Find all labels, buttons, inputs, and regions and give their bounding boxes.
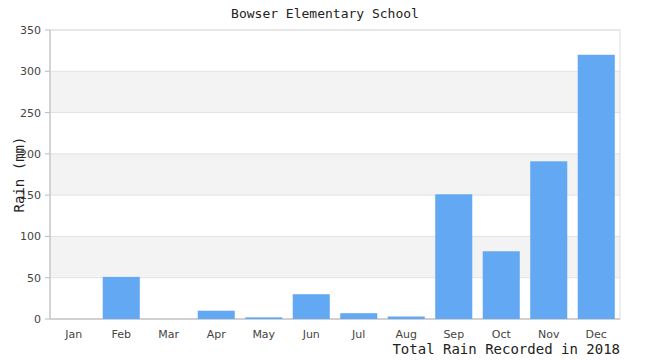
bar: [55, 319, 92, 320]
bar: [245, 317, 282, 319]
x-tick-label: Jun: [302, 328, 320, 341]
y-tick-label: 250: [20, 107, 41, 120]
x-tick-label: Jan: [64, 328, 82, 341]
x-tick-label: Aug: [396, 328, 417, 341]
bar: [530, 161, 567, 319]
y-axis-line: [50, 30, 51, 319]
y-tick-label: 50: [27, 272, 41, 285]
bar: [103, 277, 140, 319]
y-tick: [45, 236, 50, 237]
y-axis-label: Rain (mm): [11, 137, 27, 213]
x-tick-label: May: [252, 328, 275, 341]
grid: [50, 30, 620, 319]
x-tick-label: Sep: [443, 328, 464, 341]
bar: [435, 194, 472, 319]
bar: [293, 294, 330, 319]
y-tick: [45, 112, 50, 113]
x-tick-label: Apr: [207, 328, 227, 341]
chart-container: 050100150200250300350JanFebMarAprMayJunJ…: [0, 0, 650, 360]
bar: [198, 311, 235, 319]
x-tick-label: Jul: [351, 328, 365, 341]
bar: [483, 251, 520, 319]
bar: [340, 313, 377, 319]
y-tick: [45, 30, 50, 31]
grid-line: [50, 71, 620, 72]
y-tick-label: 350: [20, 24, 41, 37]
y-tick: [45, 71, 50, 72]
y-tick: [45, 277, 50, 278]
grid-band: [50, 71, 620, 112]
title: Bowser Elementary School: [231, 6, 419, 21]
grid-line: [50, 153, 620, 154]
bar: [388, 317, 425, 319]
plot-frame: [50, 30, 620, 319]
bar: [578, 55, 615, 319]
y-tick: [45, 319, 50, 320]
y-tick: [45, 153, 50, 154]
y-tick: [45, 195, 50, 196]
y-tick-label: 100: [20, 230, 41, 243]
x-tick-label: Oct: [492, 328, 512, 341]
x-tick-label: Mar: [158, 328, 179, 341]
x-tick-label: Feb: [112, 328, 131, 341]
grid-line: [50, 112, 620, 113]
y-tick-label: 0: [34, 313, 41, 326]
x-axis-label: Total Rain Recorded in 2018: [392, 341, 620, 357]
bar: [150, 319, 187, 320]
y-tick-label: 300: [20, 65, 41, 78]
bars: [103, 55, 615, 319]
x-tick-label: Nov: [538, 328, 560, 341]
x-tick-label: Dec: [586, 328, 607, 341]
chart-svg: 050100150200250300350JanFebMarAprMayJunJ…: [0, 0, 650, 360]
